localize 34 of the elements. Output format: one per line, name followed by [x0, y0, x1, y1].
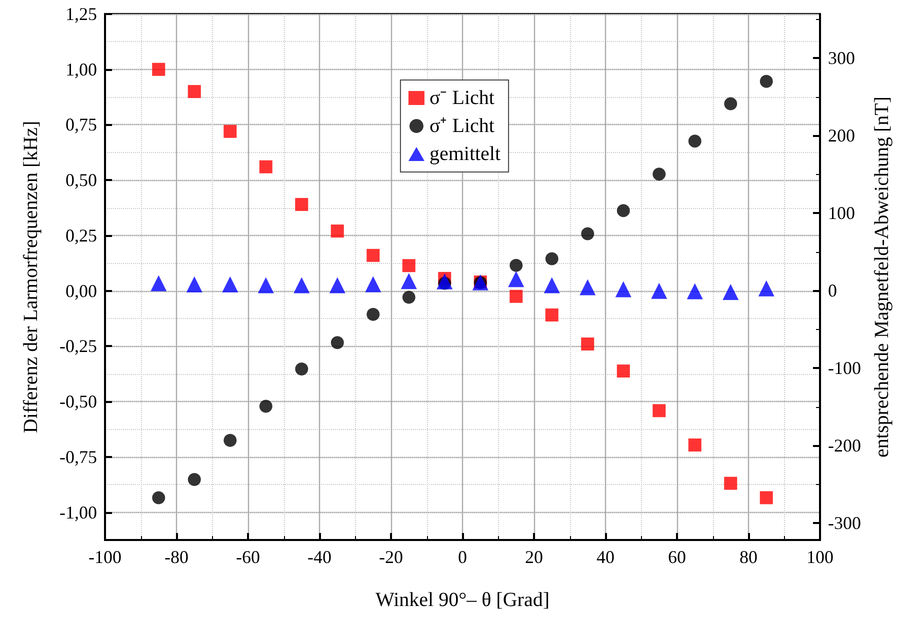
y2-tick-label: -300: [828, 512, 861, 533]
x-tick-label: 20: [525, 547, 543, 567]
y2-tick-label: -100: [828, 358, 861, 378]
x-axis-title: Winkel 90°– θ [Grad]: [376, 589, 550, 611]
y-tick-label: 0,00: [66, 280, 97, 301]
legend-label: σ⁺ Licht: [429, 115, 495, 137]
y-tick-label: 0,75: [66, 114, 97, 135]
y-tick-label: 0,25: [66, 225, 97, 246]
y2-tick-label: 100: [828, 203, 855, 224]
x-tick-label: -60: [236, 547, 260, 567]
y-tick-label: 1,00: [66, 59, 97, 80]
y-tick-label: -1,00: [60, 502, 97, 522]
x-tick-label: 40: [596, 547, 614, 567]
y-axis-title: Differenz der Larmorfrequenzen [kHz]: [20, 120, 42, 434]
x-tick-label: 0: [458, 547, 467, 567]
legend-label: gemittelt: [429, 143, 501, 165]
legend-label: σ⁻ Licht: [429, 87, 495, 109]
y-tick-label: -0,25: [60, 336, 97, 356]
x-tick-label: -80: [164, 547, 188, 567]
x-tick-label: -20: [379, 547, 403, 567]
y-tick-label: -0,50: [60, 392, 97, 412]
y2-tick-label: -200: [828, 435, 861, 456]
y2-tick-label: 300: [828, 48, 855, 68]
x-tick-label: 80: [740, 547, 758, 567]
x-tick-label: -40: [308, 547, 332, 567]
y-tick-label: 0,50: [66, 170, 97, 190]
x-tick-label: -100: [88, 547, 122, 567]
y-tick-label: -0,75: [60, 446, 97, 467]
x-tick-label: 60: [668, 547, 686, 567]
x-tick-label: 100: [806, 547, 834, 567]
y2-axis-title: entsprechende Magnetfeld-Abweichung [nT]: [870, 96, 893, 458]
y2-tick-label: 0: [828, 280, 837, 301]
y2-tick-label: 200: [828, 126, 855, 146]
y-tick-label: 1,25: [66, 4, 97, 24]
